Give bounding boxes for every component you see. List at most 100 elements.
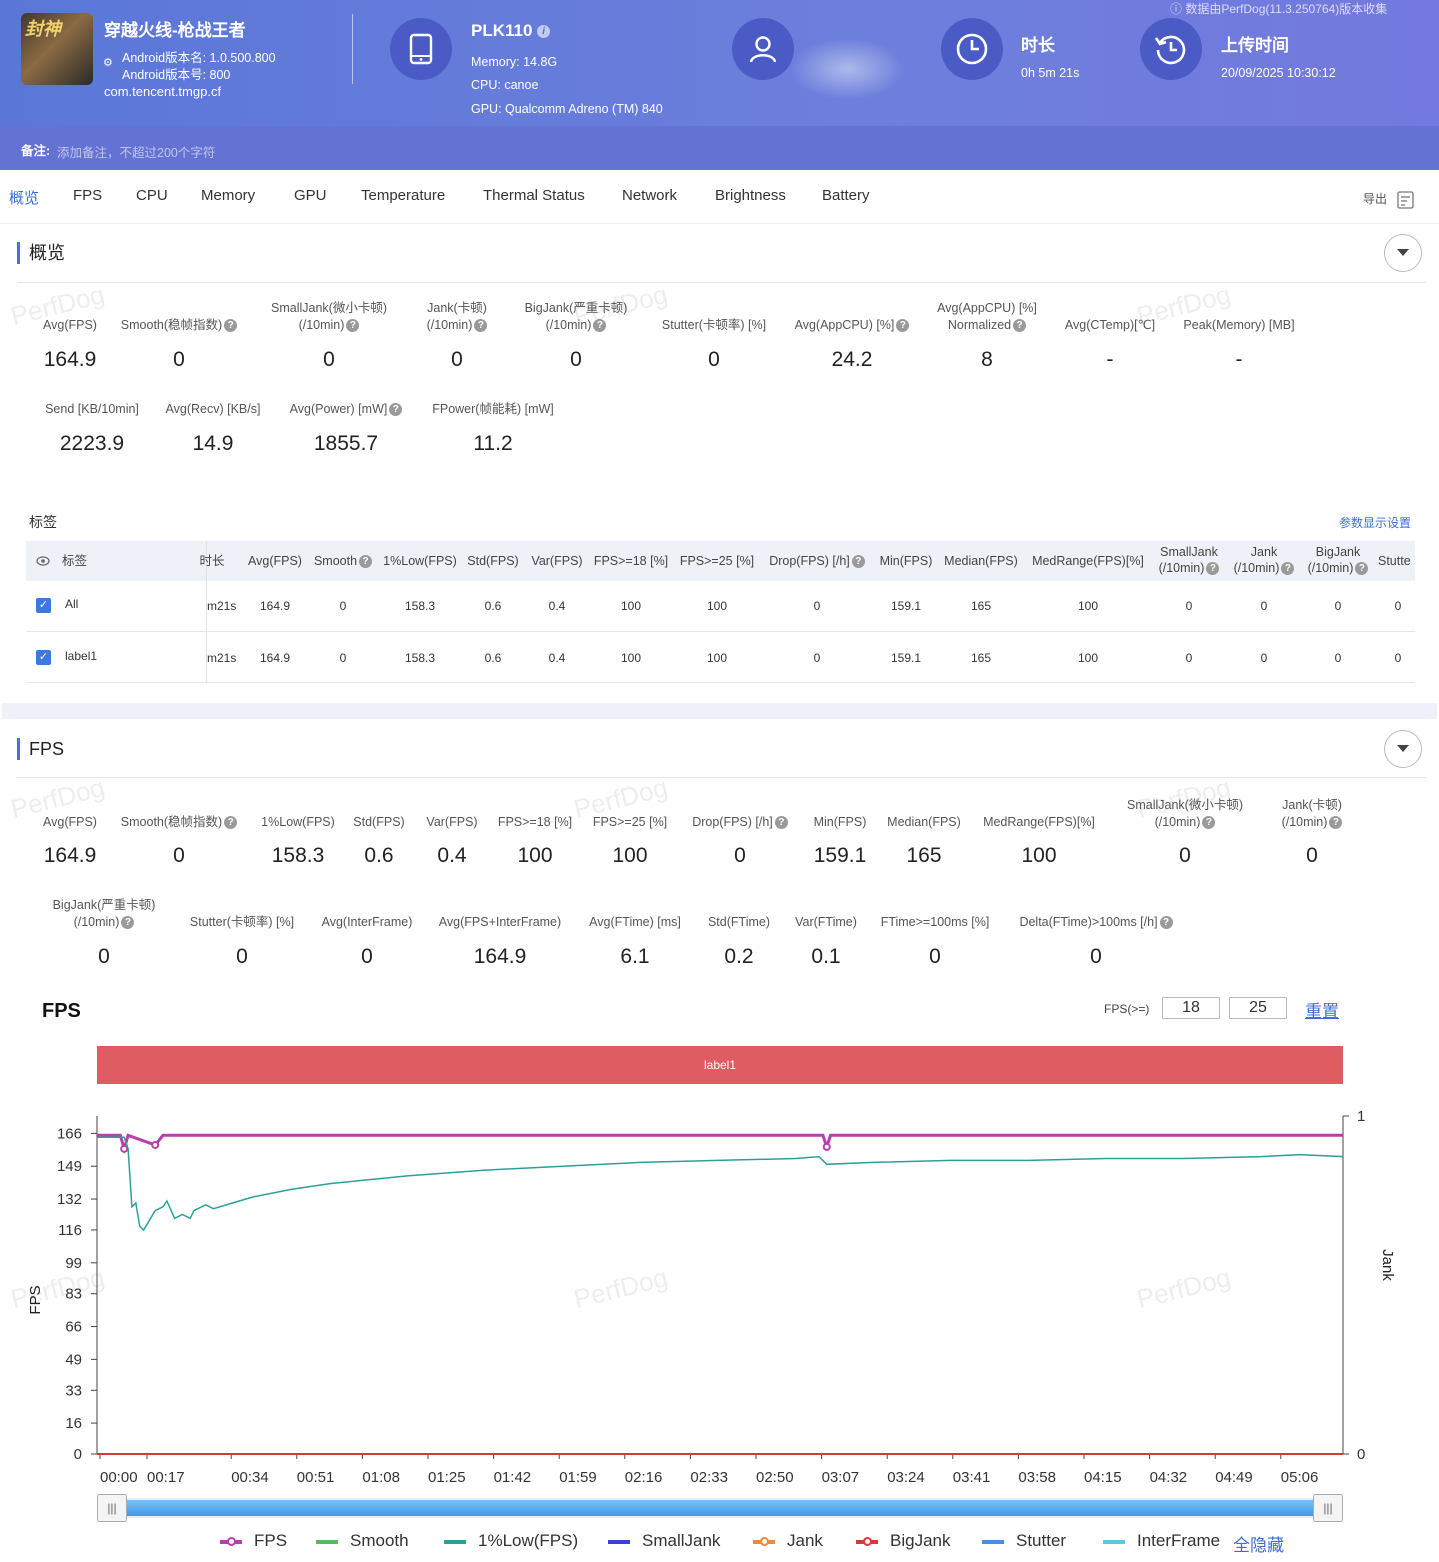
help-icon[interactable]: ?	[224, 319, 238, 333]
column-header: FPS>=25 [%]	[647, 553, 787, 569]
column-header: Smooth?	[273, 553, 413, 569]
metric-value: 0	[173, 844, 185, 867]
collected-note: ⓘ 数据由PerfDog(11.3.250764)版本收集	[1170, 2, 1388, 16]
help-icon[interactable]: ?	[896, 319, 910, 333]
tab-network[interactable]: Network	[622, 187, 678, 204]
row-checkbox[interactable]: ✓	[36, 598, 51, 613]
metric-label-line: FPS>=25 [%]	[530, 814, 730, 831]
tab-battery[interactable]: Battery	[822, 187, 870, 204]
overview-collapse-button[interactable]	[1384, 234, 1422, 272]
legend-swatch	[856, 1536, 878, 1546]
slider-range[interactable]	[109, 1500, 1331, 1516]
slider-handle-right[interactable]: |||	[1313, 1494, 1343, 1522]
reset-button[interactable]: 重置	[1305, 1002, 1339, 1021]
row-checkbox[interactable]: ✓	[36, 650, 51, 665]
help-icon[interactable]: ?	[1281, 562, 1295, 576]
tab-thermal-status[interactable]: Thermal Status	[483, 187, 585, 204]
legend-item[interactable]: 1%Low(FPS)	[444, 1531, 578, 1551]
legend-item[interactable]: Jank	[753, 1531, 823, 1551]
column-header-line: 1%Low(FPS)	[350, 553, 490, 569]
metric-value: 14.9	[192, 432, 234, 455]
tab-memory[interactable]: Memory	[201, 187, 256, 204]
legend-item[interactable]: FPS	[220, 1531, 287, 1551]
metric-label-line: Avg(FPS+InterFrame)	[400, 914, 600, 931]
help-icon[interactable]: ?	[359, 555, 373, 569]
column-header-text: MedRange(FPS)[%]	[1032, 554, 1144, 568]
android-icon: ⚙	[103, 57, 113, 69]
legend-item[interactable]: InterFrame	[1103, 1531, 1220, 1551]
table-cell: 0	[339, 651, 347, 665]
table-cell: 0	[813, 599, 821, 613]
help-icon[interactable]: ?	[1329, 816, 1343, 830]
note-input[interactable]: 添加备注，不超过200个字符	[57, 146, 216, 160]
display-settings-link[interactable]: 参数显示设置	[1339, 516, 1412, 530]
help-icon[interactable]: ?	[346, 319, 360, 333]
help-icon[interactable]: ?	[224, 816, 238, 830]
y-tick-label: 83	[65, 1286, 82, 1303]
fps-threshold-label: FPS(>=)	[1104, 1002, 1150, 1016]
help-icon[interactable]: ?	[774, 816, 788, 830]
info-icon[interactable]: i	[537, 25, 551, 39]
help-icon[interactable]: ?	[474, 319, 488, 333]
metric-value: 164.9	[43, 844, 97, 867]
tab-fps[interactable]: FPS	[73, 187, 103, 204]
legend-item[interactable]: Stutter	[982, 1531, 1066, 1551]
y-tick-label: 149	[57, 1158, 82, 1175]
metric-value: 0	[570, 348, 582, 371]
metric-label-line: Smooth(稳帧指数)?	[79, 814, 279, 831]
metric-label: Peak(Memory) [MB]	[1139, 317, 1339, 334]
help-icon[interactable]: ?	[1202, 816, 1216, 830]
metric-label-line: Avg(AppCPU) [%]	[937, 301, 1037, 315]
metric-label-text: Std(FTime)	[707, 915, 771, 929]
help-icon[interactable]: ?	[1206, 562, 1220, 576]
column-header-line: Drop(FPS) [/h]?	[747, 553, 887, 569]
row-label: label1	[65, 649, 98, 663]
metric-value: 0	[323, 348, 335, 371]
y-axis-label: FPS	[27, 1285, 44, 1314]
tab-gpu[interactable]: GPU	[294, 187, 327, 204]
fps-chart[interactable]: 0 16 33 49 66 83 99 116 132 149 166 0 1 FPS Jank 00:00 0…	[0, 1095, 1439, 1495]
metric-label-text: Smooth(稳帧指数)	[120, 318, 223, 332]
help-icon[interactable]: ?	[1355, 562, 1369, 576]
hide-all-button[interactable]: 全隐藏	[1233, 1536, 1284, 1555]
metric-value: 11.2	[473, 432, 513, 455]
threshold-input-2[interactable]: 25	[1229, 997, 1287, 1019]
help-icon[interactable]: ?	[389, 403, 403, 417]
slider-handle-left[interactable]: |||	[97, 1494, 127, 1522]
eye-icon[interactable]	[36, 556, 50, 566]
metric-value: 1855.7	[313, 432, 379, 455]
column-header-text: 时长	[199, 554, 225, 568]
metric-value: 0	[173, 348, 185, 371]
fps-collapse-button[interactable]	[1384, 730, 1422, 768]
help-icon[interactable]: ?	[1159, 916, 1173, 930]
legend-item[interactable]: SmallJank	[608, 1531, 720, 1551]
help-icon[interactable]: ?	[851, 555, 865, 569]
labels-table-header	[26, 541, 1415, 581]
export-button[interactable]: 导出	[1363, 190, 1416, 209]
metric-label: BigJank(严重卡顿) (/10min)?	[476, 300, 676, 334]
tab-cpu[interactable]: CPU	[136, 187, 168, 204]
overview-title: 概览	[17, 242, 65, 264]
metric-value: 100	[1021, 844, 1057, 867]
metric-label-text: Avg(Recv) [KB/s]	[165, 402, 261, 416]
y-tick-label: 0	[74, 1446, 82, 1463]
legend-item[interactable]: BigJank	[856, 1531, 950, 1551]
help-icon[interactable]: ?	[593, 319, 607, 333]
threshold-input-1[interactable]: 18	[1162, 997, 1220, 1019]
table-cell: 0	[1394, 651, 1402, 665]
help-icon[interactable]: ?	[121, 916, 135, 930]
legend-item[interactable]: Smooth	[316, 1531, 409, 1551]
tab-temperature[interactable]: Temperature	[361, 187, 446, 204]
legend-label: Stutter	[1016, 1531, 1067, 1550]
tab-overview[interactable]: 概览	[9, 190, 40, 207]
column-header-line: FPS>=25 [%]	[647, 553, 787, 569]
x-tick-label: 03:41	[953, 1469, 991, 1486]
tab-brightness[interactable]: Brightness	[715, 187, 786, 204]
metric-label-line: SmallJank(微小卡顿)	[271, 301, 387, 315]
help-icon[interactable]: ?	[1013, 319, 1027, 333]
series-line-fps	[97, 1133, 1343, 1155]
metric-label-line: Std(FPS)	[279, 814, 479, 831]
time-range-slider[interactable]: ||| |||	[97, 1494, 1343, 1522]
metric-label: Avg(InterFrame)	[267, 914, 467, 931]
label-band[interactable]: label1	[97, 1046, 1343, 1084]
